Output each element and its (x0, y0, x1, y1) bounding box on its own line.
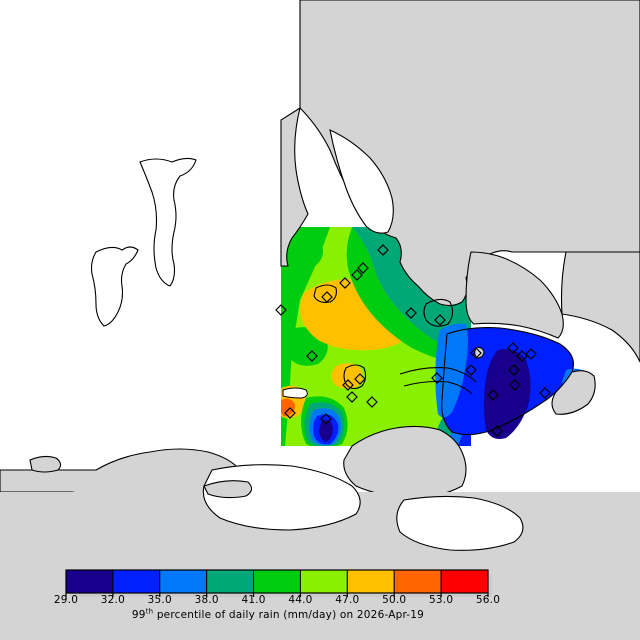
station-marker[interactable] (470, 347, 482, 359)
station-marker[interactable] (465, 364, 477, 376)
station-marker[interactable] (516, 350, 528, 362)
station-marker[interactable] (509, 379, 521, 391)
island-east-grid (423, 298, 454, 327)
station-marker[interactable] (434, 314, 446, 326)
landmass-southeast-outline (441, 327, 575, 436)
station-marker[interactable] (507, 342, 519, 354)
colorbar-ticks (65, 593, 489, 597)
contour-band-41-44-ne-diagonal (330, 227, 471, 366)
colorbar-swatch[interactable] (346, 569, 395, 594)
colorbar-tick-label: 56.0 (475, 594, 501, 606)
colorbar-swatch[interactable] (299, 569, 348, 594)
colorbar-tick-label: 41.0 (241, 594, 266, 606)
island-mid-grid (343, 364, 367, 390)
lake-southeast (474, 347, 485, 359)
contour-southeast-lightblue (435, 323, 468, 418)
contour-low-core-navy (319, 419, 333, 442)
colorbar-swatch[interactable] (253, 569, 301, 594)
strait-central-south (403, 380, 473, 395)
islet-west (29, 455, 62, 473)
contour-blob-orange-southwest (281, 398, 296, 417)
colorbar-swatch[interactable] (206, 569, 255, 594)
station-marker[interactable] (487, 389, 499, 401)
station-marker[interactable] (275, 304, 287, 316)
inlet-north (329, 129, 394, 234)
caption-superscript: th (145, 607, 154, 616)
contour-band-41-44-west (281, 227, 330, 446)
contour-blob-amber-lower (331, 363, 363, 389)
colorbar-border (65, 569, 489, 594)
colorbar-tick-label: 44.0 (288, 594, 313, 606)
station-marker[interactable] (320, 413, 332, 425)
colorbar-tick-label: 29.0 (53, 594, 79, 606)
colorbar-swatch[interactable] (65, 569, 114, 594)
landmass-south-peninsula (343, 425, 467, 499)
station-marker[interactable] (405, 307, 417, 319)
colorbar-tick-label: 47.0 (335, 594, 360, 606)
station-marker[interactable] (525, 348, 537, 360)
station-marker[interactable] (431, 372, 443, 384)
strait-central (399, 367, 477, 383)
contour-band-32-35-southeast (458, 410, 471, 446)
colorbar-swatch[interactable] (159, 569, 208, 594)
lagoon-west (282, 387, 308, 399)
station-marker[interactable] (346, 391, 358, 403)
station-markers[interactable] (275, 244, 551, 437)
bay-south-central (396, 495, 524, 551)
station-marker[interactable] (342, 379, 354, 391)
station-marker[interactable] (351, 269, 363, 281)
colorbar-tick-label: 50.0 (382, 594, 407, 606)
colorbar-swatch[interactable] (112, 569, 161, 594)
contour-blob-green-nw (281, 231, 324, 270)
colorbar-tick-label: 35.0 (147, 594, 172, 606)
station-marker[interactable] (339, 277, 351, 289)
station-marker[interactable] (306, 350, 318, 362)
spit-southwest (203, 480, 253, 499)
station-marker[interactable] (284, 407, 296, 419)
colorbar-caption: 99th percentile of daily rain (mm/day) o… (0, 607, 556, 621)
station-marker[interactable] (377, 244, 389, 256)
colorbar[interactable] (65, 569, 492, 597)
caption-prefix: 99 (131, 609, 146, 621)
landmass-right-edge (560, 251, 640, 363)
station-marker[interactable] (321, 291, 333, 303)
colorbar-swatch[interactable] (440, 569, 489, 594)
colorbar-tick-label: 38.0 (194, 594, 219, 606)
station-marker[interactable] (366, 396, 378, 408)
island-west (90, 246, 139, 327)
station-marker[interactable] (508, 364, 520, 376)
landmass-east (465, 251, 564, 339)
station-marker[interactable] (357, 262, 369, 274)
island-north (139, 157, 197, 287)
colorbar-tick-label: 32.0 (100, 594, 125, 606)
island-north-grid (313, 284, 337, 303)
station-marker[interactable] (539, 387, 551, 399)
station-marker[interactable] (491, 425, 503, 437)
landmass-far-east (551, 370, 596, 415)
caption-suffix: percentile of daily rain (mm/day) on 202… (153, 609, 425, 621)
station-marker[interactable] (354, 373, 366, 385)
colorbar-swatch[interactable] (393, 569, 442, 594)
colorbar-tick-label: 53.0 (429, 594, 454, 606)
colorbar-swatches[interactable] (65, 569, 489, 594)
